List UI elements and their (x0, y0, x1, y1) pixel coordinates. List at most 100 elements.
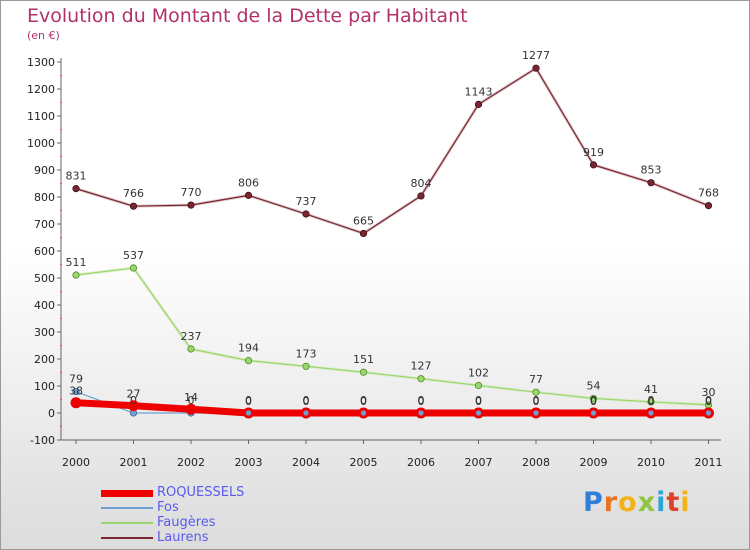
y-tick-label: 300 (34, 326, 55, 339)
data-label-faug-res: 151 (353, 353, 374, 366)
data-point-faug-res (187, 345, 195, 353)
data-label-fos: 0 (130, 394, 137, 407)
data-label-laurens: 1277 (522, 49, 550, 62)
data-point-inner-roquessels (360, 410, 367, 416)
series-layer (70, 64, 714, 419)
logo-letter: P (583, 487, 604, 518)
x-tick-label: 2008 (522, 456, 550, 469)
data-point-laurens (72, 185, 80, 193)
data-label-laurens: 919 (583, 146, 604, 159)
data-label-fos: 0 (648, 394, 655, 407)
data-label-fos: 0 (245, 394, 252, 407)
series-line-faug-res (75, 267, 710, 406)
legend-item-roquessels: ROQUESSELS (101, 485, 321, 500)
data-point-inner-roquessels (705, 410, 712, 416)
legend-swatch-faug-res (101, 522, 153, 524)
legend-item-laurens: Laurens (101, 530, 321, 545)
data-label-roquessels: 0 (303, 395, 310, 408)
data-point-faug-res (72, 271, 80, 279)
x-tick-label: 2003 (235, 456, 263, 469)
chart-title: Evolution du Montant de la Dette par Hab… (27, 5, 468, 27)
y-minor-tick (60, 263, 62, 266)
data-point-laurens (417, 192, 425, 200)
data-point-inner-roquessels (245, 410, 252, 416)
y-minor-tick (60, 155, 62, 158)
data-point-laurens (647, 179, 655, 187)
legend-item-fos: Fos (101, 500, 321, 515)
y-tick-label: 700 (34, 218, 55, 231)
data-point-inner-roquessels (648, 410, 654, 416)
y-minor-tick (60, 182, 62, 185)
data-point-roquessels (185, 403, 197, 415)
x-tick-label: 2009 (580, 456, 608, 469)
data-label-faug-res: 41 (644, 383, 658, 396)
data-point-laurens (704, 202, 713, 210)
data-label-faug-res: 237 (181, 330, 202, 343)
logo-letter: t (666, 487, 681, 518)
data-point-faug-res (244, 357, 253, 365)
x-tick-label: 2002 (177, 456, 205, 469)
data-point-laurens (244, 191, 253, 199)
y-minor-tick (60, 128, 62, 131)
y-minor-tick (60, 317, 62, 320)
y-tick-label: -100 (30, 434, 55, 447)
y-tick-label: 400 (34, 299, 55, 312)
data-point-laurens (589, 161, 598, 169)
data-label-roquessels: 0 (245, 395, 252, 408)
data-label-faug-res: 54 (587, 379, 601, 392)
data-point-faug-res (474, 381, 483, 390)
data-label-roquessels: 0 (533, 395, 540, 408)
data-label-faug-res: 30 (702, 386, 716, 399)
data-point-faug-res (359, 368, 368, 376)
legend-label-fos: Fos (157, 500, 179, 515)
data-point-roquessels (128, 400, 139, 412)
data-point-inner-roquessels (418, 410, 424, 416)
legend-label-laurens: Laurens (157, 530, 209, 545)
data-point-faug-res (589, 394, 598, 403)
data-label-fos: 0 (188, 394, 195, 407)
series-line-roquessels (72, 399, 712, 417)
data-label-fos: 79 (69, 373, 83, 386)
data-point-faug-res (532, 388, 540, 396)
data-point-inner-roquessels (533, 410, 539, 416)
proxiti-logo: Proxiti (583, 487, 691, 518)
series-line-halo-laurens (75, 66, 710, 236)
y-tick-label: 600 (34, 245, 55, 258)
data-label-fos: 0 (418, 394, 425, 407)
data-point-roquessels (70, 397, 82, 409)
data-label-roquessels: 14 (184, 391, 198, 404)
y-tick-label: 0 (48, 407, 55, 420)
data-label-faug-res: 127 (411, 360, 432, 373)
y-tick-label: 1100 (27, 110, 55, 123)
y-tick-label: 100 (34, 380, 55, 393)
data-label-laurens: 804 (411, 177, 432, 190)
data-point-inner-roquessels (303, 410, 309, 416)
y-minor-tick (60, 236, 62, 239)
y-minor-tick (60, 290, 62, 293)
data-label-laurens: 770 (181, 186, 202, 199)
data-label-roquessels: 0 (648, 395, 655, 408)
data-label-fos: 0 (533, 394, 540, 407)
data-label-fos: 0 (303, 394, 310, 407)
series-line-halo-faug-res (75, 266, 709, 407)
data-point-laurens (187, 201, 195, 209)
data-point-faug-res (129, 264, 138, 272)
data-point-laurens (302, 210, 310, 218)
legend-swatch-fos (101, 507, 153, 509)
data-label-laurens: 737 (296, 195, 317, 208)
data-label-fos: 0 (590, 394, 597, 407)
legend-swatch-roquessels (101, 489, 153, 497)
logo-letter: x (637, 487, 657, 518)
data-label-laurens: 665 (353, 214, 374, 227)
data-label-fos: 0 (475, 394, 482, 407)
x-tick-label: 2000 (62, 456, 90, 469)
data-point-laurens (474, 100, 483, 108)
y-tick-label: 1000 (27, 137, 55, 150)
data-point-faug-res (417, 375, 425, 383)
data-label-laurens: 766 (123, 187, 144, 200)
y-minor-tick (60, 101, 62, 104)
logo-letter: i (680, 487, 691, 518)
